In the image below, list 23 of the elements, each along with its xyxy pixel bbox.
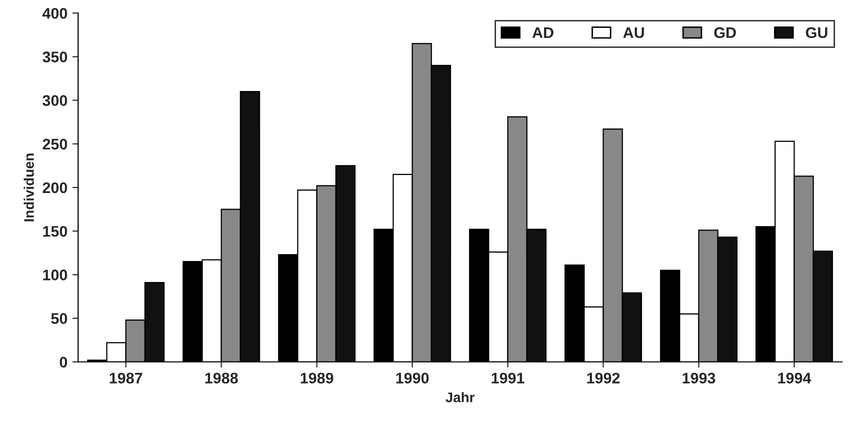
- y-tick-label: 100: [43, 270, 68, 280]
- x-tick-label: 1991: [492, 372, 524, 384]
- legend-label: GD: [714, 27, 736, 38]
- x-tick-label: 1987: [110, 372, 142, 384]
- x-axis-title: Jahr: [446, 392, 474, 402]
- y-tick-label: 400: [42, 8, 68, 19]
- y-axis-title: Individuen: [24, 154, 34, 222]
- y-tick-label: 50: [51, 313, 68, 324]
- x-tick-label: 1990: [396, 372, 429, 384]
- x-tick-label: 1994: [778, 372, 812, 384]
- y-tick-label: 0: [60, 356, 68, 368]
- legend-label: GU: [806, 27, 828, 38]
- y-tick-label: 150: [43, 226, 68, 237]
- y-tick-label: 250: [42, 138, 68, 150]
- y-tick-label: 350: [42, 52, 68, 62]
- x-tick-label: 1992: [587, 372, 620, 384]
- legend-label: AD: [532, 27, 554, 38]
- y-tick-label: 300: [42, 95, 68, 106]
- x-tick-label: 1989: [300, 372, 334, 384]
- y-tick-label: 200: [42, 182, 68, 194]
- x-tick-label: 1993: [682, 372, 716, 384]
- legend-label: AU: [623, 27, 644, 38]
- x-tick-label: 1988: [205, 372, 238, 384]
